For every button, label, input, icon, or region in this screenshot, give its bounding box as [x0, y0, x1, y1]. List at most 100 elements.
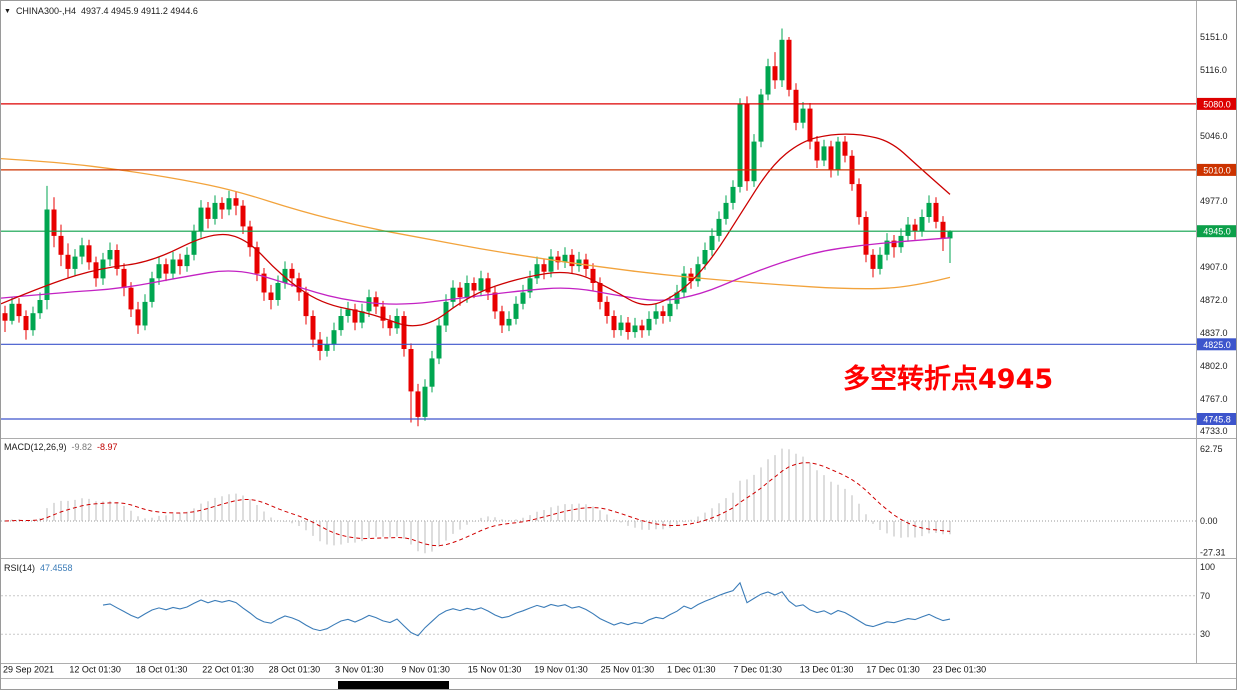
ma-fast-red: [1, 133, 951, 327]
candle-body: [219, 202, 225, 210]
time-axis-label: 19 Nov 01:30: [534, 665, 588, 675]
time-axis-label: 22 Oct 01:30: [202, 665, 254, 675]
price-axis-tick: 4907.0: [1200, 262, 1228, 272]
candle-body: [394, 316, 400, 329]
candle-body: [191, 231, 197, 255]
candle-body: [2, 313, 8, 321]
candle-body: [387, 320, 393, 329]
rsi-line: [102, 581, 951, 637]
rsi-indicator-label: RSI(14): [4, 563, 36, 573]
symbol-dropdown-icon[interactable]: ▼: [4, 7, 11, 15]
candle-body: [884, 240, 890, 255]
candle-body: [576, 259, 582, 267]
candle-body: [268, 292, 274, 300]
time-axis-label: 9 Nov 01:30: [401, 665, 450, 675]
candle-body: [51, 209, 57, 236]
candle-body: [359, 311, 365, 323]
h-scrollbar-thumb[interactable]: [338, 681, 449, 689]
price-axis-tick: 4733.0: [1200, 426, 1228, 436]
candle-body: [457, 287, 463, 298]
candle-body: [541, 264, 547, 272]
rsi-axis-tick: 100: [1200, 562, 1215, 572]
rsi-panel: [1, 581, 1196, 637]
candle-body: [30, 313, 36, 331]
price-level-tag: [1197, 338, 1236, 351]
candle-body: [716, 218, 722, 236]
candle-body: [275, 283, 281, 300]
candle-body: [534, 264, 540, 279]
candle-body: [23, 316, 29, 331]
price-axis-tick: 4767.0: [1200, 394, 1228, 404]
macd-signal-line: [4, 462, 951, 547]
candle-body: [611, 316, 617, 331]
candle-body: [891, 240, 897, 248]
symbol-timeframe-label: CHINA300-,H4: [15, 6, 76, 16]
time-axis-label: 28 Oct 01:30: [269, 665, 321, 675]
candle-body: [450, 287, 456, 302]
candle-body: [569, 254, 575, 267]
time-axis-label: 29 Sep 2021: [3, 665, 54, 675]
price-panel: [1, 28, 953, 427]
candle-body: [947, 231, 953, 239]
candle-body: [863, 217, 869, 255]
candle-body: [261, 273, 267, 293]
candle-body: [499, 311, 505, 326]
candle-body: [555, 256, 561, 263]
time-axis-label: 15 Nov 01:30: [468, 665, 522, 675]
time-axis-label: 7 Dec 01:30: [733, 665, 782, 675]
candle-body: [632, 325, 638, 333]
price-level-tag-label: 4825.0: [1203, 340, 1231, 350]
candle-body: [793, 89, 799, 123]
macd-signal-value: -8.97: [97, 442, 118, 452]
candle-body: [429, 358, 435, 387]
ma-mid-magenta: [1, 237, 951, 305]
candle-body: [303, 292, 309, 317]
candle-body: [807, 108, 813, 142]
candle-body: [513, 303, 519, 319]
candle-body: [86, 245, 92, 263]
candle-body: [604, 301, 610, 316]
candle-body: [142, 301, 148, 326]
rsi-header: RSI(14) 47.4558: [4, 563, 73, 573]
candle-body: [352, 309, 358, 323]
candle-body: [72, 256, 78, 269]
candle-body: [667, 303, 673, 317]
candle-body: [37, 300, 43, 314]
candle-body: [408, 349, 414, 392]
candle-body: [919, 217, 925, 232]
candle-body: [58, 235, 64, 255]
h-scrollbar-track[interactable]: [1, 678, 1236, 689]
annotation-text: 多空转折点4945: [843, 364, 1054, 395]
candle-body: [506, 318, 512, 326]
price-level-tag: [1197, 413, 1236, 425]
time-axis-label: 17 Dec 01:30: [866, 665, 920, 675]
candle-body: [765, 66, 771, 95]
macd-main-value: -9.82: [71, 442, 93, 452]
candle-body: [373, 297, 379, 307]
candle-body: [842, 141, 848, 156]
candle-body: [16, 303, 22, 317]
candle-body: [828, 146, 834, 170]
candle-body: [135, 309, 141, 326]
rsi-axis-tick: 30: [1200, 629, 1210, 639]
candle-body: [485, 278, 491, 293]
candle-body: [289, 268, 295, 279]
candle-body: [814, 141, 820, 161]
time-axis-label: 12 Oct 01:30: [69, 665, 121, 675]
candle-body: [800, 108, 806, 123]
price-level-tag: [1197, 97, 1236, 110]
candle-body: [163, 264, 169, 274]
price-axis-tick: 5116.0: [1200, 65, 1227, 75]
candle-body: [212, 202, 218, 219]
candle-body: [128, 287, 134, 310]
time-axis-label: 25 Nov 01:30: [601, 665, 655, 675]
candle-body: [198, 207, 204, 232]
candle-body: [317, 339, 323, 351]
macd-axis-tick: 62.75: [1200, 444, 1223, 454]
candle-body: [758, 94, 764, 142]
candle-body: [401, 316, 407, 349]
candle-body: [527, 278, 533, 293]
candle-body: [156, 264, 162, 279]
